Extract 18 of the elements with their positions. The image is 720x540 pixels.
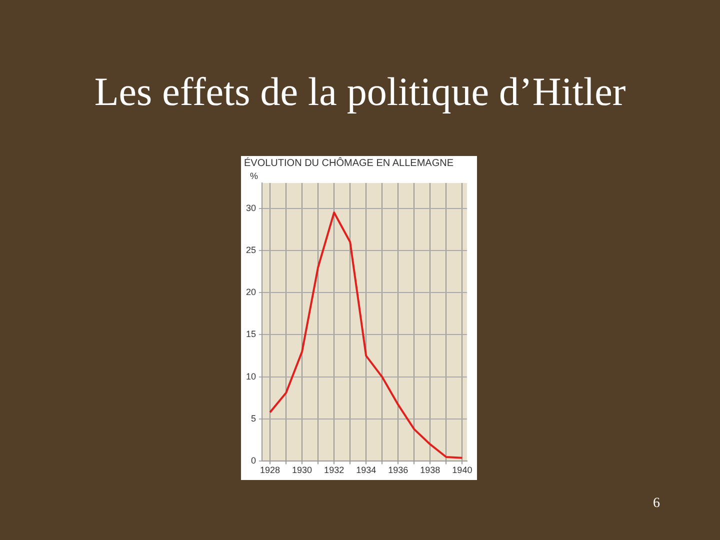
x-tick-label: 1938: [420, 465, 440, 476]
x-tick-label: 1934: [356, 465, 376, 476]
x-tick-label: 1936: [388, 465, 408, 476]
x-tick-label: 1932: [324, 465, 344, 476]
x-tick-label: 1930: [292, 465, 312, 476]
chart-title: Les effets de la politique d’Hitler: [93, 68, 627, 115]
y-tick-label: 30: [246, 202, 256, 213]
y-tick-label: 0: [250, 456, 256, 466]
y-axis-title: %: [250, 171, 258, 181]
y-tick-label: 20: [246, 287, 256, 298]
y-tick-label: 15: [246, 329, 256, 340]
y-tick-label: 5: [250, 414, 256, 424]
y-tick-label: 10: [246, 371, 256, 382]
x-tick-label: 1940: [452, 465, 472, 476]
chart-subtitle: ÉVOLUTION DU CHÔMAGE EN ALLEMAGNE: [243, 156, 454, 169]
text: 6: [653, 496, 660, 512]
x-tick-label: 1928: [260, 465, 280, 476]
y-tick-label: 25: [246, 244, 256, 255]
